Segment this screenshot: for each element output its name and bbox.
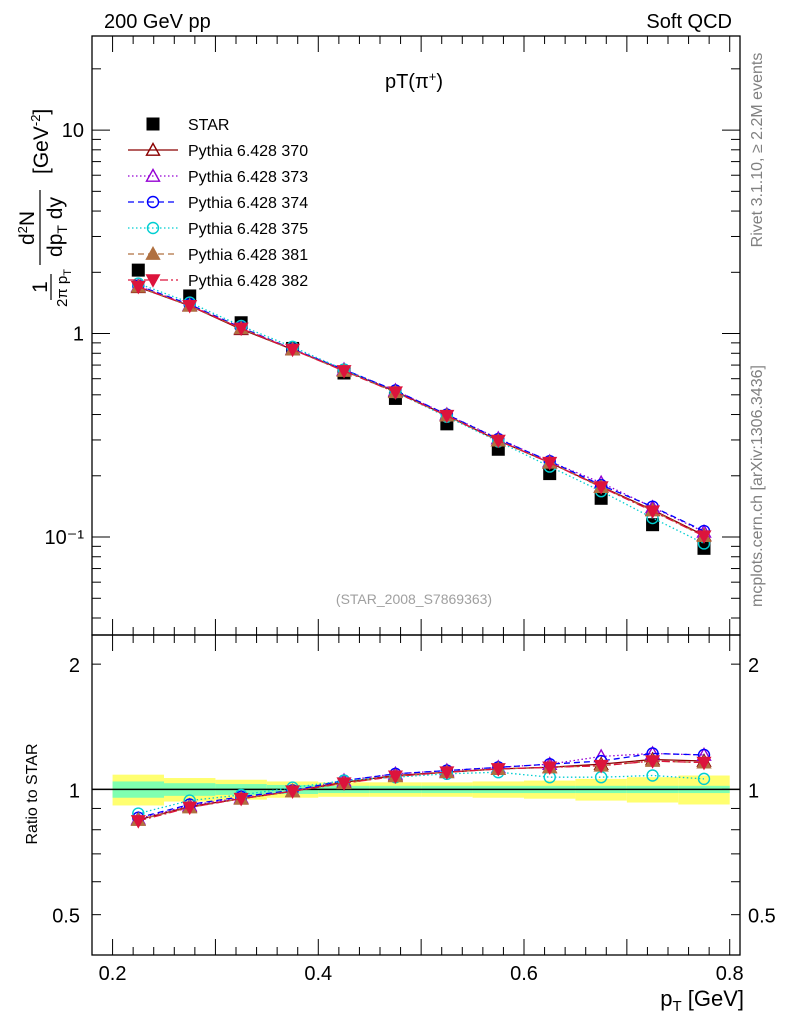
legend: STAR Pythia 6.428 370 Pythia 6.428 373 Pyth… [128,117,308,290]
legend-label: Pythia 6.428 382 [188,273,308,290]
legend-marker [145,246,161,260]
data-point-p382 [182,801,198,816]
data-point-p382 [336,777,352,791]
legend-entry-p373: Pythia 6.428 373 [128,168,308,186]
legend-entry-STAR: STAR [146,117,229,134]
x-tick-label: 0.2 [99,963,127,985]
legend-label: Pythia 6.428 373 [188,169,308,186]
svg-text:2π pT: 2π pT [54,269,74,307]
data-point-p382 [387,386,403,400]
data-point-p382 [593,481,609,495]
data-point-p382 [233,322,249,337]
legend-label: Pythia 6.428 374 [188,195,308,212]
y-tick-label: 10 [62,120,84,142]
series-line-p370 [138,286,705,536]
header-left: 200 GeV pp [104,11,211,33]
ratio-y-tick-label: 2 [69,655,80,677]
data-point-p382 [130,280,146,295]
data-point-p382 [542,761,558,776]
legend-marker [146,117,160,131]
series-p382 [130,280,712,544]
plot-title: pT(π+) [385,69,443,93]
rivet-label: Rivet 3.1.10, ≥ 2.2M events [749,53,766,248]
ratio-y-axis-label: Ratio to STAR [24,743,41,844]
legend-entry-p375: Pythia 6.428 375 [128,221,308,238]
y-tick-label: 1 [73,324,84,346]
series-line-p373 [138,285,705,533]
ratio-frame [91,634,741,956]
data-point-p382 [645,755,661,769]
series-line-p382 [138,760,705,822]
data-point-p382 [439,766,455,780]
main-y-axis-label: 1 2π pT d2N dpT dy [GeV-2] [15,109,74,307]
legend-label: Pythia 6.428 370 [188,143,308,160]
legend-marker [145,142,161,156]
ratio-plot-area [92,745,740,829]
data-point-p382 [542,456,558,471]
data-point-STAR [131,263,145,277]
data-point-p382 [285,343,301,358]
data-point-p375 [646,769,659,782]
legend-entry-p382: Pythia 6.428 382 [128,273,308,290]
main-plot-area [130,263,712,555]
series-line-p381 [138,286,705,537]
data-point-p382 [696,530,712,544]
legend-marker [146,221,160,235]
series-line-p373 [138,752,705,820]
data-point-p382 [645,505,661,519]
data-point-p382 [490,434,506,449]
x-axis-label: pT [GeV] [660,986,744,1015]
ratio-panel: 0.5 0.5 1 1 2 2 0.2 0.4 0.6 0.8 [52,634,776,985]
legend-marker [145,168,161,182]
data-point-p382 [182,299,198,314]
data-point-p382 [336,365,352,379]
data-point-p382 [696,756,712,771]
series-line-p375 [138,771,705,815]
ratio-y-tick-label-right: 0.5 [748,906,776,928]
ratio-y-tick-label: 1 [69,780,80,802]
legend-entry-p381: Pythia 6.428 381 [128,246,308,264]
svg-text:[GeV-2]: [GeV-2] [28,109,53,174]
series-p370 [130,279,712,542]
series-STAR [131,263,711,555]
series-line-p374 [138,285,705,532]
legend-marker [145,274,161,288]
svg-text:1: 1 [29,281,52,293]
mcplots-label: mcplots.cern.ch [arXiv:1306.3436] [749,365,766,607]
data-point-p382 [130,815,146,829]
data-point-p382 [233,792,249,807]
series-line-p375 [138,282,705,545]
data-point-p382 [285,785,301,799]
header-right: Soft QCD [646,11,732,33]
legend-label: STAR [188,117,229,134]
legend-entry-p370: Pythia 6.428 370 [128,142,308,160]
y-tick-label: 10⁻¹ [45,527,85,549]
series-p382 [130,755,712,829]
series-line-p374 [138,752,705,819]
svg-text:d2N: d2N [15,211,39,245]
data-point-p382 [593,759,609,774]
ratio-y-tick-label-right: 1 [748,780,759,802]
series-line-p382 [138,286,705,537]
legend-label: Pythia 6.428 381 [188,247,308,264]
analysis-watermark: (STAR_2008_S7869363) [336,591,492,607]
ratio-y-tick-label: 0.5 [52,906,80,928]
data-point-p375 [697,772,711,786]
svg-text:dpT dy: dpT dy [44,197,70,257]
data-point-p382 [490,763,506,777]
x-tick-label: 0.4 [304,963,332,985]
data-point-p382 [387,770,403,785]
legend-entry-p374: Pythia 6.428 374 [128,195,308,212]
ratio-y-tick-label-right: 2 [748,655,759,677]
main-panel: 10⁻¹ 1 10 STAR Pythia 6.428 370 Pythia 6.428 … [45,35,741,636]
x-tick-label: 0.8 [716,963,744,985]
data-point-STAR [646,518,660,532]
x-tick-label: 0.6 [510,963,538,985]
data-point-p382 [439,409,455,424]
legend-label: Pythia 6.428 375 [188,221,308,238]
legend-marker [146,195,160,209]
